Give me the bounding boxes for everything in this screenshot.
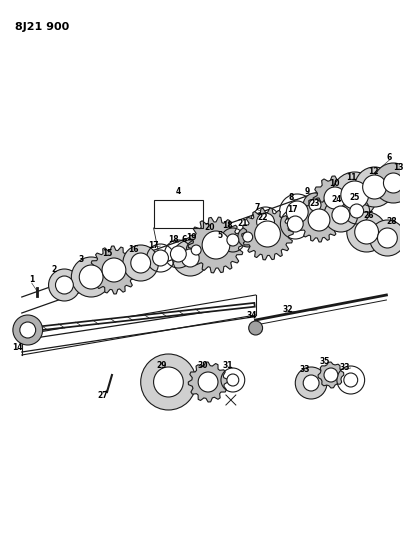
Text: 5: 5 (217, 231, 223, 240)
Circle shape (181, 249, 199, 267)
Bar (154, 200, 203, 228)
Text: 26: 26 (363, 211, 374, 220)
Text: 6: 6 (182, 236, 187, 245)
Text: 22: 22 (257, 214, 268, 222)
Text: 17: 17 (287, 206, 298, 214)
Text: 33: 33 (340, 362, 350, 372)
Text: 34: 34 (246, 311, 257, 319)
Circle shape (227, 234, 239, 246)
Polygon shape (297, 198, 341, 242)
Text: 6: 6 (387, 154, 392, 163)
Circle shape (324, 187, 346, 209)
Circle shape (79, 265, 103, 289)
Text: 3: 3 (79, 255, 84, 264)
Text: 32: 32 (282, 305, 292, 314)
Circle shape (295, 367, 327, 399)
Circle shape (141, 354, 196, 410)
Circle shape (55, 276, 73, 294)
Text: 8: 8 (288, 192, 294, 201)
Circle shape (332, 206, 350, 224)
Circle shape (131, 253, 151, 273)
Text: 13: 13 (393, 164, 404, 173)
Circle shape (377, 228, 397, 248)
Circle shape (198, 372, 218, 392)
Circle shape (186, 240, 206, 260)
Circle shape (344, 373, 358, 387)
Circle shape (363, 175, 387, 199)
Circle shape (13, 315, 42, 345)
Polygon shape (188, 217, 244, 273)
Circle shape (208, 243, 222, 257)
Circle shape (20, 322, 36, 338)
Circle shape (374, 163, 404, 203)
Circle shape (227, 374, 239, 386)
Circle shape (324, 368, 338, 382)
Circle shape (308, 209, 330, 231)
Text: 4: 4 (176, 188, 181, 197)
Text: 28: 28 (386, 217, 397, 227)
Text: 12: 12 (368, 166, 379, 175)
Circle shape (123, 245, 158, 281)
Circle shape (243, 232, 252, 242)
Circle shape (341, 181, 368, 209)
Text: 20: 20 (205, 223, 215, 232)
Circle shape (350, 204, 364, 218)
Circle shape (249, 321, 263, 335)
Circle shape (324, 198, 358, 232)
Text: 35: 35 (320, 358, 330, 367)
Circle shape (303, 375, 319, 391)
Text: 16: 16 (128, 245, 139, 254)
Circle shape (257, 213, 274, 231)
Text: 23: 23 (310, 199, 320, 208)
Circle shape (370, 220, 404, 256)
Circle shape (332, 172, 377, 218)
Text: 14: 14 (13, 343, 23, 352)
Polygon shape (188, 362, 228, 402)
Circle shape (154, 367, 183, 397)
Text: 2: 2 (52, 265, 57, 274)
Circle shape (72, 257, 111, 297)
Text: 33: 33 (300, 366, 310, 375)
Text: 30: 30 (198, 361, 208, 370)
Circle shape (48, 269, 80, 301)
Circle shape (170, 246, 186, 262)
Polygon shape (90, 246, 138, 294)
Text: 29: 29 (156, 361, 167, 370)
Circle shape (153, 250, 168, 266)
Text: 8J21 900: 8J21 900 (15, 22, 69, 32)
Text: 24: 24 (332, 196, 342, 205)
Text: 1: 1 (29, 276, 34, 285)
Circle shape (202, 231, 230, 259)
Circle shape (303, 193, 327, 217)
Text: 7: 7 (255, 204, 260, 213)
Circle shape (202, 237, 228, 263)
Text: 10: 10 (330, 179, 340, 188)
Text: 25: 25 (349, 192, 360, 201)
Text: 19: 19 (186, 232, 196, 241)
Circle shape (355, 220, 379, 244)
Polygon shape (313, 176, 357, 220)
Polygon shape (242, 208, 293, 260)
Circle shape (102, 258, 126, 282)
Circle shape (238, 227, 258, 247)
Circle shape (173, 240, 208, 276)
Text: 11: 11 (347, 173, 357, 182)
Text: 18: 18 (223, 222, 233, 230)
Circle shape (255, 221, 280, 247)
Text: 21: 21 (238, 220, 248, 229)
Text: 15: 15 (102, 249, 112, 259)
Circle shape (383, 173, 403, 193)
Circle shape (286, 201, 308, 223)
Text: 27: 27 (98, 391, 108, 400)
Circle shape (287, 216, 303, 232)
Polygon shape (318, 362, 344, 388)
Text: 31: 31 (223, 360, 233, 369)
Circle shape (191, 245, 201, 255)
Circle shape (355, 167, 394, 207)
Circle shape (309, 199, 321, 211)
Text: 17: 17 (148, 240, 159, 249)
Circle shape (347, 212, 387, 252)
Text: 9: 9 (305, 187, 310, 196)
Text: 18: 18 (168, 236, 179, 245)
